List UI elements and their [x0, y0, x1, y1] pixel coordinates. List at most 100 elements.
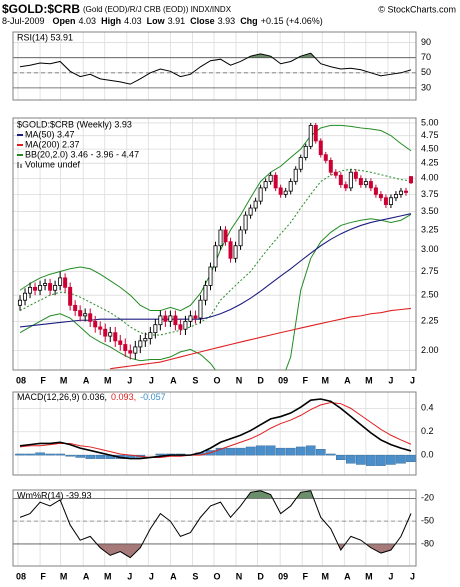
candle-body — [228, 241, 233, 259]
quote-label: Close — [190, 16, 215, 26]
y-tick-label: 70 — [421, 52, 431, 62]
candle-body — [173, 315, 178, 326]
candle-body — [38, 285, 43, 291]
candle-body — [283, 190, 288, 195]
panel-border — [12, 391, 417, 476]
candle-body — [318, 140, 323, 156]
quote-value: 4.03 — [79, 16, 97, 26]
x-tick-label: J — [127, 571, 132, 581]
x-tick-label: A — [344, 571, 351, 581]
x-tick-label: M — [365, 375, 373, 385]
candle-body — [303, 145, 308, 158]
x-tick-label: D — [257, 571, 264, 581]
panel-border — [12, 117, 417, 371]
candle-body — [148, 332, 153, 339]
candle-body — [213, 245, 218, 268]
candle-body — [223, 229, 228, 243]
candle-body — [258, 187, 263, 202]
oversold-fill — [20, 543, 411, 558]
candle-body — [113, 332, 118, 342]
y-tick-label: 4.00 — [421, 173, 439, 183]
histogram-bar — [305, 445, 316, 456]
histogram-bar — [366, 454, 376, 466]
candle-body — [203, 285, 208, 301]
y-tick-label: 5.00 — [421, 117, 439, 127]
y-tick-label: -50 — [421, 516, 434, 526]
candle-body — [328, 160, 333, 173]
label-part: 0.093, — [111, 392, 136, 402]
candle-body — [163, 315, 168, 322]
x-tick-label: F — [302, 571, 308, 581]
candle-body — [378, 194, 383, 199]
candle-body — [18, 299, 23, 306]
histogram-bar — [396, 454, 406, 464]
candle-body — [338, 174, 343, 186]
legend-entry: MA(50) 3.47 — [25, 129, 75, 139]
histogram-bar — [356, 454, 366, 465]
candle-body — [63, 277, 68, 288]
date: 8-Jul-2009 — [2, 16, 45, 26]
quote-value: 4.03 — [124, 16, 142, 26]
x-tick-label: M — [322, 375, 330, 385]
candle-body — [238, 229, 243, 247]
x-tick-label: A — [83, 571, 90, 581]
y-tick-label: 4.50 — [421, 143, 439, 153]
legend-price: $GOLD:$CRB (Weekly) 3.93 — [17, 119, 132, 129]
overlays — [18, 122, 413, 370]
x-tick-label: N — [236, 571, 243, 581]
candle-body — [403, 190, 408, 193]
histogram-bar — [336, 454, 346, 461]
quote-label: Open — [53, 16, 76, 26]
histogram-bar — [406, 454, 416, 462]
candle-body — [58, 277, 63, 286]
y-tick-label: 3.50 — [421, 206, 439, 216]
signal-line — [19, 402, 412, 458]
candle-body — [288, 181, 293, 192]
x-tick-label: J — [410, 375, 415, 385]
quote-label: Low — [147, 16, 166, 26]
panel-border — [12, 489, 417, 567]
histogram-bar — [295, 446, 306, 456]
candle-body — [178, 324, 183, 330]
y-tick-label: 3.75 — [421, 189, 439, 199]
x-tick-label: F — [40, 375, 46, 385]
x-tick-label: 08 — [16, 375, 26, 385]
y-tick-label: 30 — [421, 82, 431, 92]
x-tick-label: 08 — [16, 571, 26, 581]
candle-body — [43, 283, 48, 286]
candle-body — [358, 177, 363, 186]
macd-line — [19, 398, 412, 460]
candle-body — [408, 176, 413, 184]
description: (Gold (EOD)/R/J CRB (EOD)) INDX/INDX — [83, 5, 232, 14]
quote-label: Chg — [240, 16, 258, 26]
y-tick-label: -80 — [421, 538, 434, 548]
x-tick-label: D — [257, 375, 264, 385]
candle-body — [278, 187, 283, 195]
x-tick-label: J — [127, 375, 132, 385]
legend-entry: BB(20,2.0) 3.46 - 3.96 - 4.47 — [25, 149, 139, 159]
x-tick-label: M — [104, 375, 112, 385]
candle-body — [88, 313, 93, 322]
x-tick-label: M — [104, 571, 112, 581]
candle-body — [388, 197, 393, 205]
y-tick-label: 90 — [421, 37, 431, 47]
quote-value: 3.91 — [168, 16, 186, 26]
label-part: MACD(12,26,9) 0.036, — [17, 392, 107, 402]
histogram-bar — [35, 452, 45, 456]
x-tick-label: A — [344, 375, 351, 385]
histogram-bar — [215, 447, 226, 456]
y-tick-label: 3.25 — [421, 224, 439, 234]
candle-body — [343, 184, 348, 189]
y-tick-label: 4.75 — [421, 130, 439, 140]
label-part: -0.057 — [140, 392, 166, 402]
y-tick-label: 2.50 — [421, 290, 439, 300]
x-tick-label: S — [192, 571, 198, 581]
histogram-bar — [255, 445, 266, 456]
x-tick-label: A — [170, 571, 177, 581]
x-tick-label: 09 — [278, 375, 288, 385]
histogram-bar — [95, 454, 106, 459]
histogram-bar — [55, 453, 65, 456]
candle-body — [168, 315, 173, 322]
histogram-bar — [315, 449, 326, 456]
quote-value: +0.15 (+4.06%) — [261, 16, 323, 26]
